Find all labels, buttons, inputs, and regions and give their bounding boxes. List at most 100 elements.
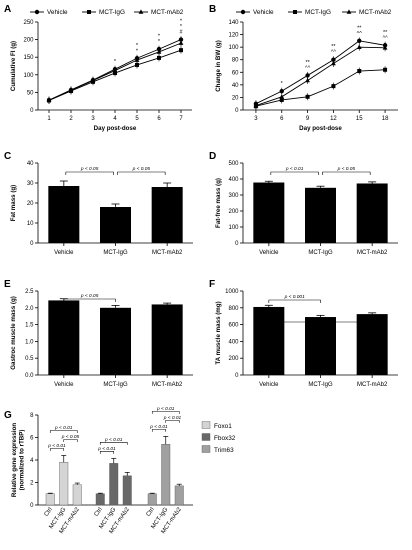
data-point bbox=[68, 87, 74, 93]
data-point bbox=[134, 57, 140, 62]
significance-bracket: p < 0.01 bbox=[97, 446, 116, 454]
y-tick-label: 50 bbox=[27, 90, 34, 96]
significance-bracket: p < 0.01 bbox=[47, 443, 66, 451]
y-tick-label: 0 bbox=[235, 373, 239, 379]
panel-label: G bbox=[4, 410, 12, 421]
bar bbox=[109, 463, 119, 506]
data-point bbox=[356, 44, 362, 49]
y-tick-label: 800 bbox=[228, 306, 239, 312]
x-tick-label: MCT-mAb2 bbox=[152, 250, 183, 256]
legend-marker bbox=[346, 9, 352, 14]
y-tick-label: 100 bbox=[23, 73, 34, 79]
y-axis-label: Fat mass (g) bbox=[10, 185, 17, 221]
data-point bbox=[90, 77, 96, 83]
y-tick-label: 1.5 bbox=[25, 323, 34, 329]
x-tick-label: Vehicle bbox=[54, 382, 74, 388]
x-tick-label: 2 bbox=[69, 116, 73, 122]
legend-swatch bbox=[201, 433, 211, 441]
y-tick-label: 8 bbox=[30, 413, 34, 419]
p-value-label: p < 0.05 bbox=[337, 166, 356, 172]
panel-label: D bbox=[209, 151, 216, 162]
y-tick-label: 400 bbox=[228, 177, 239, 183]
y-tick-label: 0.5 bbox=[25, 356, 34, 362]
bar bbox=[72, 484, 82, 506]
bracket-line bbox=[151, 411, 180, 414]
y-tick-label: 500 bbox=[228, 161, 239, 167]
data-point bbox=[157, 55, 161, 60]
x-tick-label: 6 bbox=[157, 116, 161, 122]
data-point bbox=[305, 94, 310, 99]
bracket-line bbox=[49, 448, 65, 451]
panel-A: A 0 50 100 150 200 250 Cumulative FI (g) 1 2 3 4 5 6 7… bbox=[4, 4, 192, 132]
x-tick-label: MCT-mAb2 bbox=[152, 382, 183, 388]
y-tick-label: 250 bbox=[23, 20, 34, 26]
x-tick-label: 3 bbox=[91, 116, 95, 122]
bracket-line bbox=[268, 321, 373, 325]
data-point bbox=[178, 40, 184, 45]
p-value-label: p < 0.01 bbox=[156, 406, 175, 412]
p-value-label: p < 0.01 bbox=[149, 424, 168, 430]
significance-bracket: p < 0.05 bbox=[63, 293, 116, 302]
panel-C: C 0 10 20 30 40 Fat mass (g) Vehicle MCT-IgG MCT-… bbox=[4, 151, 193, 256]
legend-swatch bbox=[201, 421, 211, 429]
legend-marker bbox=[34, 9, 40, 15]
bracket-line bbox=[63, 439, 78, 442]
y-axis-label: TA muscle mass (mg) bbox=[215, 301, 222, 364]
panel-label: A bbox=[4, 4, 11, 15]
significance-mark: ^^ bbox=[357, 31, 363, 37]
y-tick-label: 0 bbox=[30, 241, 34, 247]
data-point bbox=[46, 97, 52, 102]
y-tick-label: 300 bbox=[228, 193, 239, 199]
x-tick-label: MCT-IgG bbox=[103, 250, 128, 256]
x-tick-label: 15 bbox=[356, 116, 363, 122]
y-tick-label: 0 bbox=[30, 503, 34, 509]
significance-bracket: p < 0.05 bbox=[61, 434, 80, 442]
data-point bbox=[156, 49, 162, 54]
x-tick-label: 1 bbox=[47, 116, 51, 122]
bracket-line bbox=[165, 420, 180, 423]
panel-E: E 0.0 0.5 1.0 1.5 2.0 2.5 Gastroc muscle mass (… bbox=[4, 279, 193, 388]
y-tick-label: 200 bbox=[228, 356, 239, 362]
significance-mark: * bbox=[281, 81, 284, 87]
significance-bracket: p < 0.01 bbox=[149, 424, 168, 432]
x-tick-label: 6 bbox=[280, 116, 284, 122]
x-axis-label: Day post-dose bbox=[299, 125, 342, 132]
legend-label-2: MCT-mAb2 bbox=[359, 9, 392, 16]
bracket-line bbox=[65, 171, 114, 175]
significance-mark: ** bbox=[357, 25, 362, 31]
bar bbox=[305, 317, 336, 375]
p-value-label: p < 0.05 bbox=[132, 166, 151, 172]
x-axis-label: Day post-dose bbox=[94, 125, 137, 132]
y-axis-label: Gastroc muscle mass (g) bbox=[10, 296, 17, 370]
significance-mark: * bbox=[180, 19, 183, 25]
significance-mark: * bbox=[158, 34, 161, 40]
bar bbox=[59, 462, 69, 506]
bar bbox=[253, 306, 285, 375]
y-tick-label: 600 bbox=[228, 323, 239, 329]
panel-label: B bbox=[209, 4, 216, 15]
y-axis-label: Change in BW (g) bbox=[215, 40, 222, 92]
y-tick-label: 400 bbox=[228, 339, 239, 345]
bracket-line bbox=[151, 429, 167, 432]
bar bbox=[253, 182, 285, 243]
x-tick-label: 5 bbox=[135, 116, 139, 122]
y-tick-label: 20 bbox=[27, 201, 34, 207]
x-tick-label: MCT-IgG bbox=[308, 382, 333, 388]
significance-bracket: p < 0.05 bbox=[117, 166, 166, 175]
bar bbox=[100, 207, 131, 243]
series-line-0 bbox=[255, 40, 386, 105]
y-tick-label: 6 bbox=[30, 436, 34, 442]
legend-marker bbox=[240, 9, 246, 15]
panel-B: B 0 20 40 60 80 100 120 140 Change in BW (g) 3 6 9 12… bbox=[209, 4, 398, 132]
bracket-line bbox=[268, 299, 321, 303]
legend-label-trim63: Trim63 bbox=[214, 447, 234, 454]
data-point bbox=[382, 45, 388, 50]
series-line-1 bbox=[255, 69, 386, 107]
y-tick-label: 100 bbox=[228, 225, 239, 231]
p-value-label: p < 0.01 bbox=[47, 443, 66, 449]
significance-bracket: p < 0.01 bbox=[151, 406, 180, 414]
y-axis-label: Cumulative FI (g) bbox=[10, 41, 17, 91]
x-tick-label: MCT-IgG bbox=[103, 382, 128, 388]
legend-swatch bbox=[201, 445, 211, 453]
